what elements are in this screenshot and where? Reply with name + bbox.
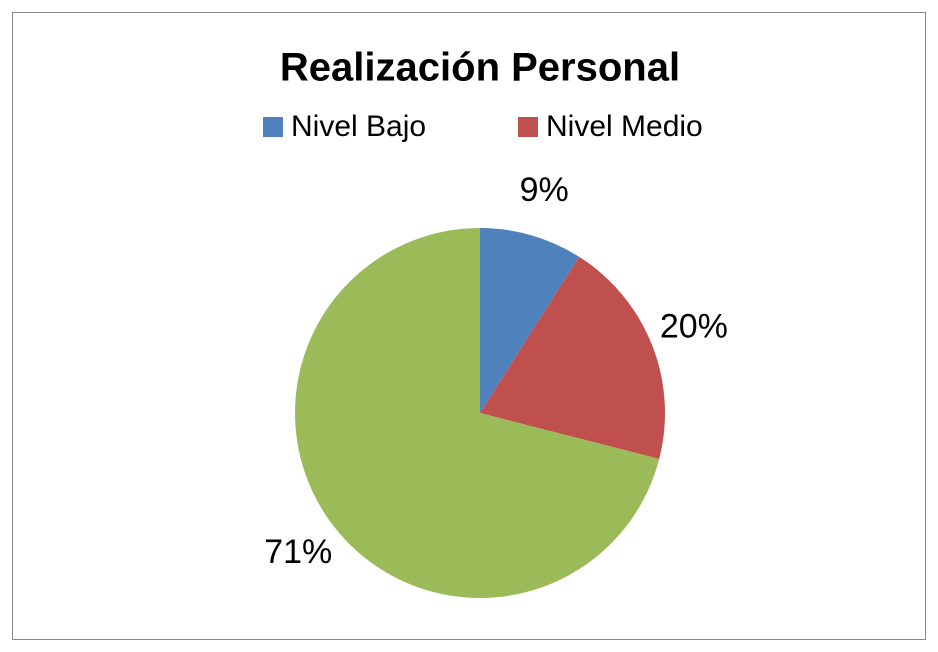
data-label: 9% (520, 171, 569, 209)
chart-title: Realización Personal (280, 46, 680, 90)
legend-label: Nivel Medio (546, 110, 703, 143)
data-label: 20% (660, 307, 728, 345)
pie-slice (480, 256, 665, 460)
legend-swatch (518, 117, 538, 137)
pie-slice (480, 228, 580, 413)
legend-swatch (263, 117, 283, 137)
pie-slice (295, 228, 660, 598)
data-label: 71% (264, 533, 332, 571)
legend-label: Nivel Bajo (291, 110, 426, 143)
